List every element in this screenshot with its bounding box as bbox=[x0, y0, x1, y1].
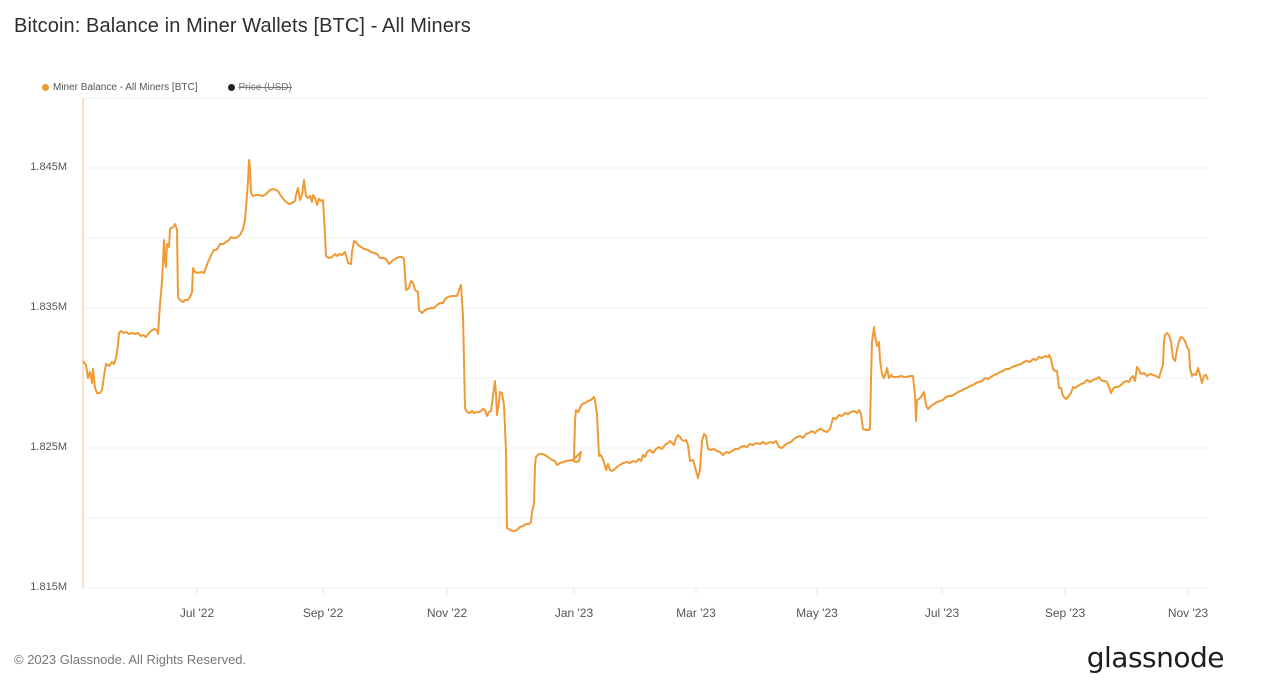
x-tick-marks bbox=[196, 588, 1189, 594]
y-tick-label: 1.815M bbox=[30, 581, 67, 593]
legend-label: Miner Balance - All Miners [BTC] bbox=[53, 82, 198, 93]
glassnode-logo[interactable]: glassnode bbox=[1086, 641, 1225, 674]
legend: Miner Balance - All Miners [BTC] Price (… bbox=[42, 82, 292, 93]
x-tick-label: Jul '22 bbox=[179, 606, 215, 620]
x-tick-label: Sep '23 bbox=[1044, 606, 1086, 620]
gridlines bbox=[83, 97, 1208, 589]
x-tick-label: Sep '22 bbox=[302, 606, 344, 620]
y-tick-label: 1.845M bbox=[30, 161, 67, 173]
x-tick-label: May '23 bbox=[796, 606, 838, 620]
black-dot-icon bbox=[227, 84, 235, 91]
x-tick-label: Jul '23 bbox=[924, 606, 960, 620]
y-tick-label: 1.835M bbox=[30, 301, 67, 313]
x-tick-label: Jan '23 bbox=[554, 606, 594, 620]
legend-item-price[interactable]: Price (USD) bbox=[227, 82, 292, 93]
chart-title: Bitcoin: Balance in Miner Wallets [BTC] … bbox=[14, 15, 471, 37]
x-tick-label: Mar '23 bbox=[676, 606, 716, 620]
x-tick-label: Nov '23 bbox=[1167, 606, 1209, 620]
x-tick-label: Nov '22 bbox=[426, 606, 468, 620]
miner-balance-line[interactable] bbox=[82, 159, 1209, 532]
orange-dot-icon bbox=[42, 84, 49, 91]
legend-label: Price (USD) bbox=[238, 82, 292, 93]
y-tick-label: 1.825M bbox=[30, 441, 67, 453]
legend-item-miner-balance[interactable]: Miner Balance - All Miners [BTC] bbox=[42, 82, 198, 93]
copyright-text: © 2023 Glassnode. All Rights Reserved. bbox=[14, 652, 247, 667]
